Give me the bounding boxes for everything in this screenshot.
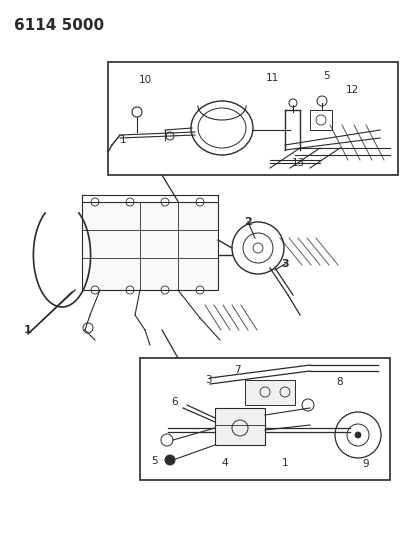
Bar xyxy=(215,408,265,445)
Text: 4: 4 xyxy=(222,458,228,468)
Text: 7: 7 xyxy=(234,365,240,375)
Text: 6114 5000: 6114 5000 xyxy=(14,18,104,33)
Text: 6: 6 xyxy=(172,397,178,407)
Text: 5: 5 xyxy=(323,71,329,81)
Text: 1: 1 xyxy=(24,325,32,335)
Text: 12: 12 xyxy=(346,85,359,95)
Bar xyxy=(108,62,398,175)
Text: 2: 2 xyxy=(244,217,252,227)
Bar xyxy=(140,358,390,480)
Text: 1: 1 xyxy=(282,458,288,468)
Text: 9: 9 xyxy=(363,459,369,469)
Text: 8: 8 xyxy=(337,377,343,387)
Text: 11: 11 xyxy=(265,73,279,83)
Circle shape xyxy=(165,455,175,465)
Ellipse shape xyxy=(355,432,361,438)
Text: 3: 3 xyxy=(205,375,211,385)
Text: 13: 13 xyxy=(291,158,305,168)
Text: 10: 10 xyxy=(138,75,151,85)
Bar xyxy=(310,110,332,130)
Text: 1: 1 xyxy=(120,135,126,145)
Text: 5: 5 xyxy=(152,456,158,466)
Bar xyxy=(245,380,295,405)
Text: 3: 3 xyxy=(281,259,289,269)
Bar xyxy=(82,202,218,290)
